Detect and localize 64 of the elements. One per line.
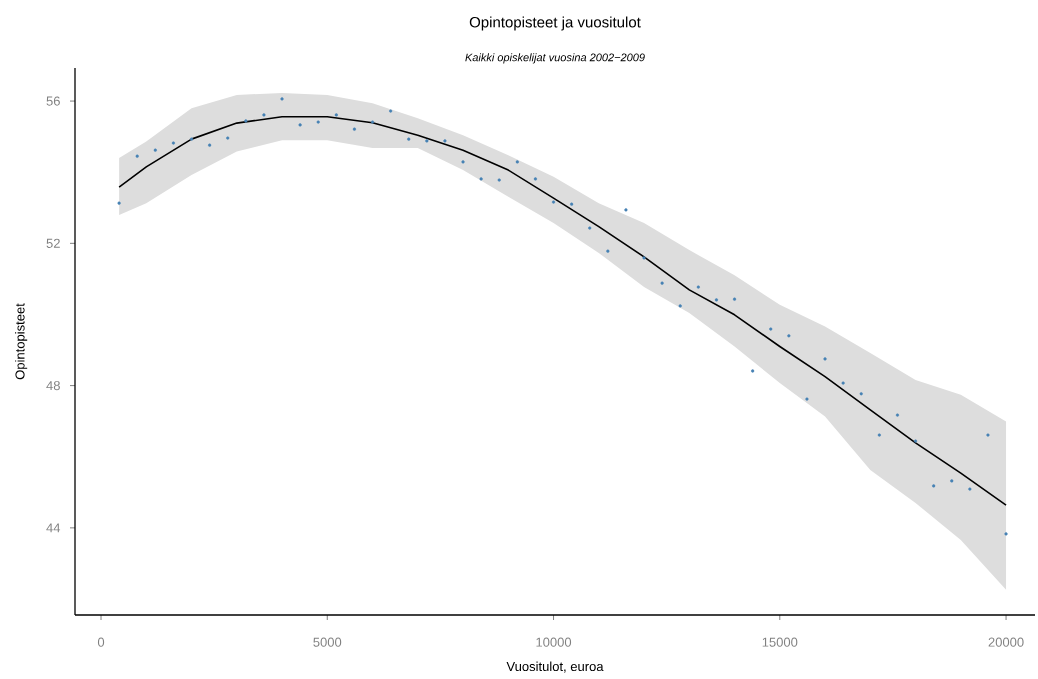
x-tick-label: 0 [97,637,105,647]
x-tick-label: 5000 [313,637,342,647]
point [189,137,194,141]
point [135,154,139,158]
point [352,127,357,131]
point [334,113,338,117]
point [461,160,465,164]
x-tick-label: 20000 [988,637,1024,647]
point [859,392,863,396]
point [913,439,918,443]
point [425,139,429,143]
x-tick-label: 10000 [536,637,572,647]
point [171,141,176,145]
point [642,256,646,260]
point [968,487,972,491]
point [841,381,845,385]
point [714,298,719,302]
y-axis-title: Opintopisteet [15,303,28,380]
chart-title: Opintopisteet ja vuositulot [469,16,641,31]
point [895,413,900,417]
point [262,113,266,117]
point [407,137,411,141]
point [551,200,556,204]
point [678,304,682,308]
y-tick-label: 52 [46,238,60,248]
point [479,177,483,181]
point [588,226,592,230]
point [877,433,881,437]
point [244,119,248,123]
point [443,139,447,143]
line-series [118,115,1007,506]
y-tick-label: 48 [46,381,60,391]
point [497,178,501,182]
x-axis-title: Vuositulot, euroa [506,661,604,673]
point [606,249,610,253]
point [769,327,773,331]
point [823,357,827,361]
point [1004,532,1008,536]
y-tick-label: 44 [46,523,61,533]
point [624,208,628,212]
point [732,297,737,301]
point [932,484,936,488]
chart-subtitle: Kaikki opiskelijat vuosina 2002−2009 [465,53,645,64]
point [316,120,320,124]
point [570,202,574,206]
point [298,123,302,127]
x-tick-label: 15000 [762,637,798,647]
y-tick-label: 56 [46,96,60,106]
point [986,433,990,437]
point [515,160,519,164]
point [153,148,157,152]
point [280,97,284,101]
point [787,334,791,338]
point [533,177,538,181]
point [696,285,700,289]
point [370,120,375,124]
point [950,479,954,483]
point [117,201,121,205]
point [226,136,230,140]
point [751,369,755,373]
point [805,397,809,401]
point [660,281,664,285]
point [208,143,212,147]
point [389,109,393,113]
